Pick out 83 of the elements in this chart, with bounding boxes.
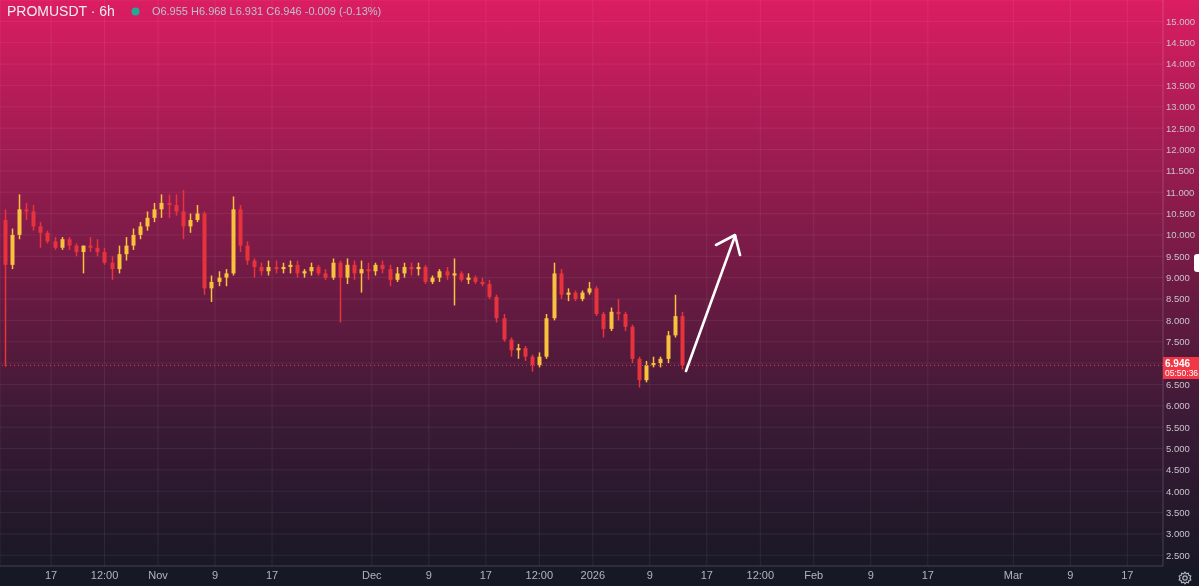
y-tick-label: 14.500 xyxy=(1166,37,1196,49)
candlestick xyxy=(188,212,193,234)
candlestick xyxy=(124,236,129,262)
candlestick xyxy=(152,202,157,223)
candlestick xyxy=(509,336,514,358)
x-tick-label: 9 xyxy=(867,568,874,581)
y-tick-label: 2.500 xyxy=(1166,549,1190,561)
x-tick-label: 9 xyxy=(211,568,219,581)
candlestick xyxy=(174,193,179,217)
candlestick xyxy=(609,306,614,332)
x-tick-label: 9 xyxy=(646,568,653,581)
candlestick xyxy=(666,330,671,364)
x-tick-label: Dec xyxy=(362,568,383,581)
ref-line-label: 6.946 xyxy=(1165,358,1192,370)
x-tick-label: 17 xyxy=(921,568,934,581)
x-tick-label: 17 xyxy=(1121,568,1134,581)
x-tick-label: 17 xyxy=(700,568,713,581)
candlestick xyxy=(502,313,507,343)
y-tick-label: 7.500 xyxy=(1166,336,1190,348)
y-tick-label: 10.500 xyxy=(1166,207,1196,219)
y-tick-label: 8.500 xyxy=(1166,293,1190,305)
y-tick-label: 12.000 xyxy=(1166,143,1196,155)
x-tick-label: 12:00 xyxy=(746,568,775,581)
y-tick-label: 4.000 xyxy=(1166,485,1190,497)
x-tick-label: 9 xyxy=(1067,568,1074,581)
candlestick xyxy=(338,259,343,324)
candlestick xyxy=(487,279,492,300)
x-tick-label: Nov xyxy=(148,568,169,581)
x-tick-label: 9 xyxy=(425,568,432,581)
y-tick-label: 4.500 xyxy=(1166,464,1190,476)
candlestick xyxy=(352,259,357,281)
candlestick xyxy=(38,221,43,249)
candlestick xyxy=(452,257,457,307)
candlestick xyxy=(31,204,36,232)
candlestick xyxy=(673,294,678,339)
x-tick-label: 17 xyxy=(479,568,492,581)
y-tick-label: 12.500 xyxy=(1166,122,1196,134)
candlestick xyxy=(601,311,606,339)
y-tick-label: 3.500 xyxy=(1166,506,1190,518)
candlestick xyxy=(117,244,122,275)
y-tick-label: 13.000 xyxy=(1166,101,1196,113)
y-tick-label: 15.000 xyxy=(1166,15,1196,27)
y-tick-label: 5.000 xyxy=(1166,442,1190,454)
text: 05:50:36 xyxy=(1165,368,1199,379)
candlestick xyxy=(644,360,649,384)
candlestick xyxy=(331,257,336,281)
chart-title: PROMUSDT · 6h xyxy=(7,3,115,19)
candlestick xyxy=(252,257,257,279)
y-tick-label: 8.000 xyxy=(1166,314,1190,326)
x-tick-label: 12:00 xyxy=(90,568,119,581)
y-tick-label: 11.500 xyxy=(1166,165,1195,177)
y-tick-label: 9.500 xyxy=(1166,250,1190,262)
candlestick xyxy=(388,264,393,287)
candlestick xyxy=(110,255,115,281)
candlestick xyxy=(494,294,499,324)
candlestick xyxy=(159,193,164,219)
candlestick xyxy=(623,311,628,332)
candlestick xyxy=(131,227,136,251)
candlestick xyxy=(245,240,250,266)
x-tick-label: Feb xyxy=(804,568,824,581)
candlestick xyxy=(181,189,186,240)
y-tick-label: 6.000 xyxy=(1166,400,1190,412)
y-tick-label: 10.000 xyxy=(1166,229,1196,241)
x-tick-label: 2026 xyxy=(580,568,606,581)
x-tick-label: 17 xyxy=(44,568,58,581)
candlestick xyxy=(423,264,428,285)
candlestick xyxy=(209,274,214,303)
candlestick xyxy=(145,210,150,232)
chart-subtitle: O6.955 H6.968 L6.931 C6.946 -0.009 (-0.13%) xyxy=(151,5,382,17)
y-tick-label: 9.000 xyxy=(1166,272,1190,284)
y-tick-label: 3.000 xyxy=(1166,528,1190,540)
y-tick-label: 11.000 xyxy=(1166,186,1195,198)
y-tick-label: 13.500 xyxy=(1166,79,1196,91)
candlestick xyxy=(559,268,564,300)
candlestick xyxy=(81,244,86,275)
y-tick-label: 6.500 xyxy=(1166,378,1190,390)
x-tick-label: Mar xyxy=(1003,568,1024,581)
x-tick-label: 17 xyxy=(265,568,279,581)
x-tick-label: 12:00 xyxy=(525,568,554,581)
candlestick xyxy=(359,259,364,294)
y-tick-label: 14.000 xyxy=(1166,58,1196,70)
y-tick-label: 5.500 xyxy=(1166,421,1190,433)
candlestick xyxy=(345,257,350,285)
